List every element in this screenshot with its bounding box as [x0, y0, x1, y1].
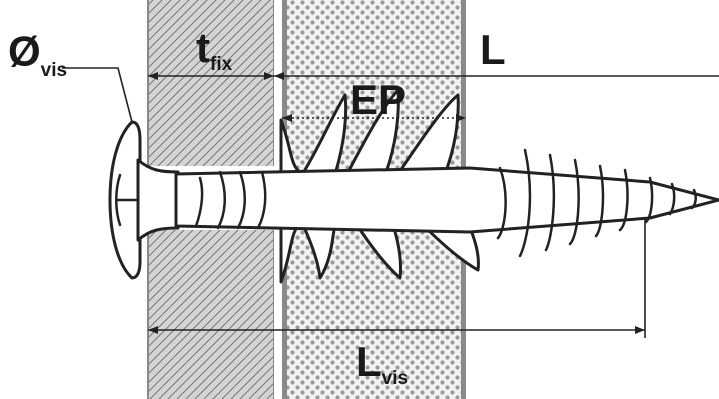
fixture-material: [147, 0, 275, 399]
screw-head-recess: [115, 173, 138, 227]
label-fixture-thickness: tfix: [196, 24, 233, 75]
screw-thread: [194, 148, 697, 258]
screw: [108, 120, 719, 280]
plug-fin-2: [343, 88, 400, 184]
screw-shank: [174, 166, 719, 234]
dimension-lvis: [148, 218, 646, 338]
label-screw-diameter: Øvis: [8, 28, 67, 81]
fixture-lower: [148, 230, 274, 399]
dimension-length: [274, 72, 719, 80]
label-panel-thickness: EP: [350, 76, 406, 123]
plug-fin-5: [353, 220, 402, 280]
plug-fin-4: [298, 216, 337, 280]
dimension-ep: [282, 114, 466, 122]
plug-fin-1: [298, 93, 348, 182]
label-screw-length: Lvis: [356, 338, 408, 389]
screw-neck: [136, 158, 180, 242]
diameter-leader: [62, 67, 133, 123]
fixture-upper: [148, 0, 274, 166]
label-length: L: [480, 26, 506, 73]
dimension-tfix: [148, 72, 274, 80]
